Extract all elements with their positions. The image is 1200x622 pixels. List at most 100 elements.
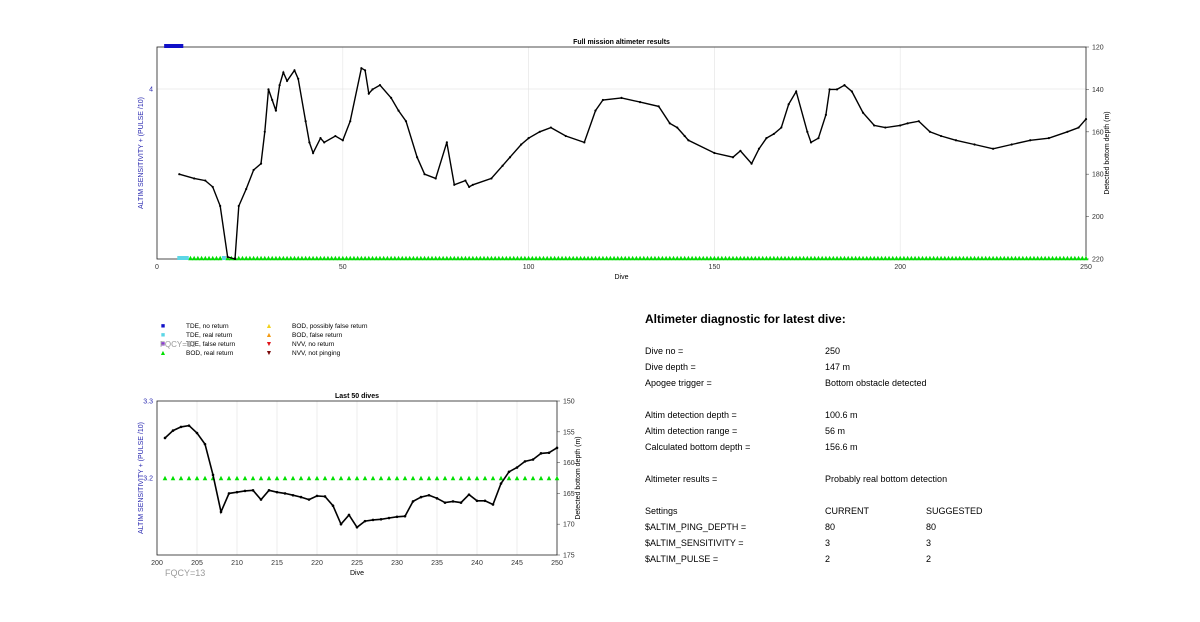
depth-point xyxy=(363,69,367,72)
sensitivity-current: 3 xyxy=(825,538,831,548)
depth-point xyxy=(828,88,831,91)
depth-point xyxy=(378,84,382,87)
ping-depth-current: 80 xyxy=(825,522,836,532)
marker-triangle xyxy=(329,255,334,261)
marker-triangle xyxy=(1076,255,1081,261)
x-tick-label: 100 xyxy=(523,264,535,271)
x-tick-label: 245 xyxy=(511,560,523,567)
marker-triangle xyxy=(307,255,312,261)
right-tick-label: 160 xyxy=(563,460,575,467)
marker-triangle xyxy=(191,255,197,261)
pulse-label: $ALTIM_PULSE = xyxy=(645,554,719,564)
right-tick-label: 160 xyxy=(1092,129,1104,136)
marker-triangle xyxy=(214,255,219,261)
marker-triangle xyxy=(414,255,420,261)
depth-point xyxy=(203,442,207,446)
right-axis-label: Detected bottom depth (m) xyxy=(575,436,582,519)
depth-point xyxy=(520,143,523,146)
marker-triangle xyxy=(426,475,432,481)
results-row: Altimeter results = Probably real bottom… xyxy=(645,474,1165,490)
depth-point xyxy=(928,130,932,133)
marker-triangle xyxy=(760,255,766,261)
depth-point xyxy=(163,436,167,440)
plot-frame xyxy=(156,46,1087,260)
marker-triangle xyxy=(726,255,732,261)
depth-point xyxy=(304,120,307,123)
depth-point xyxy=(471,183,474,186)
marker-triangle xyxy=(314,255,320,261)
depth-point xyxy=(371,88,374,91)
marker-triangle xyxy=(734,255,739,261)
marker-triangle xyxy=(470,255,476,261)
full-mission-chart: 0 50 100 150 200 250 120 140 160 180 200 220 4 Full m… xyxy=(138,39,1111,281)
marker-triangle xyxy=(385,255,390,261)
depth-point xyxy=(1084,117,1088,121)
det-range-row: Altim detection range = 56 m xyxy=(645,426,1165,442)
marker-triangle xyxy=(429,255,435,261)
marker-triangle xyxy=(490,475,496,481)
suggested-label: SUGGESTED xyxy=(926,506,983,516)
depth-point xyxy=(297,77,300,80)
marker-triangle xyxy=(678,255,684,261)
triangle-down-icon: ▼ xyxy=(265,350,273,357)
marker-triangle xyxy=(957,255,962,261)
depth-point xyxy=(731,156,735,159)
marker-triangle xyxy=(979,255,985,261)
marker-triangle xyxy=(203,255,208,261)
marker-triangle xyxy=(458,475,464,481)
depth-point xyxy=(275,490,279,494)
depth-point xyxy=(339,522,343,526)
depth-point xyxy=(787,103,790,106)
marker-triangle xyxy=(619,255,624,261)
marker-triangle xyxy=(354,475,360,481)
depth-point xyxy=(817,137,820,140)
depth-point xyxy=(211,185,214,189)
marker-triangle xyxy=(927,255,933,261)
marker-triangle xyxy=(392,255,398,261)
marker-triangle xyxy=(949,255,955,261)
marker-triangle xyxy=(554,475,560,481)
sensitivity-suggested: 3 xyxy=(926,538,932,548)
dive-no-value: 250 xyxy=(825,346,841,356)
x-tick-label: 50 xyxy=(339,264,347,271)
marker-triangle xyxy=(1079,255,1085,261)
sensitivity-row: $ALTIM_SENSITIVITY = 3 3 xyxy=(645,538,1165,554)
marker-triangle xyxy=(251,255,256,261)
depth-point xyxy=(308,141,311,144)
marker-triangle xyxy=(444,255,450,261)
depth-point xyxy=(657,105,660,108)
marker-triangle xyxy=(226,475,232,481)
marker-triangle xyxy=(786,255,792,261)
marker-triangle xyxy=(325,255,331,261)
marker-triangle xyxy=(1016,255,1022,261)
depth-point xyxy=(445,141,448,144)
x-tick-label: 230 xyxy=(391,560,403,567)
marker-triangle xyxy=(388,255,394,261)
marker-triangle xyxy=(448,255,453,261)
marker-triangle xyxy=(808,255,814,261)
marker-triangle xyxy=(864,255,870,261)
depth-point xyxy=(271,98,274,102)
depth-point xyxy=(355,525,359,529)
marker-triangle xyxy=(170,475,176,481)
depth-series-line xyxy=(179,67,1087,260)
results-value: Probably real bottom detection xyxy=(825,474,948,484)
marker-triangle xyxy=(195,255,201,261)
marker-triangle xyxy=(567,255,572,261)
altimeter-diagnostic-panel: Altimeter diagnostic for latest dive: Di… xyxy=(645,312,1165,570)
marker-triangle xyxy=(823,255,829,261)
x-tick-label: 205 xyxy=(191,560,203,567)
marker-triangle xyxy=(875,255,881,261)
marker-triangle xyxy=(362,475,368,481)
marker-triangle xyxy=(274,475,280,481)
marker-triangle xyxy=(964,255,970,261)
depth-point xyxy=(252,168,255,172)
marker-triangle xyxy=(530,475,536,481)
depth-point xyxy=(549,126,552,129)
marker-triangle xyxy=(322,475,328,481)
depth-point xyxy=(259,498,263,501)
right-axis-label: Detected bottom depth (m) xyxy=(1104,111,1111,194)
marker-triangle xyxy=(399,255,405,261)
marker-triangle xyxy=(990,255,996,261)
depth-point xyxy=(178,173,181,176)
